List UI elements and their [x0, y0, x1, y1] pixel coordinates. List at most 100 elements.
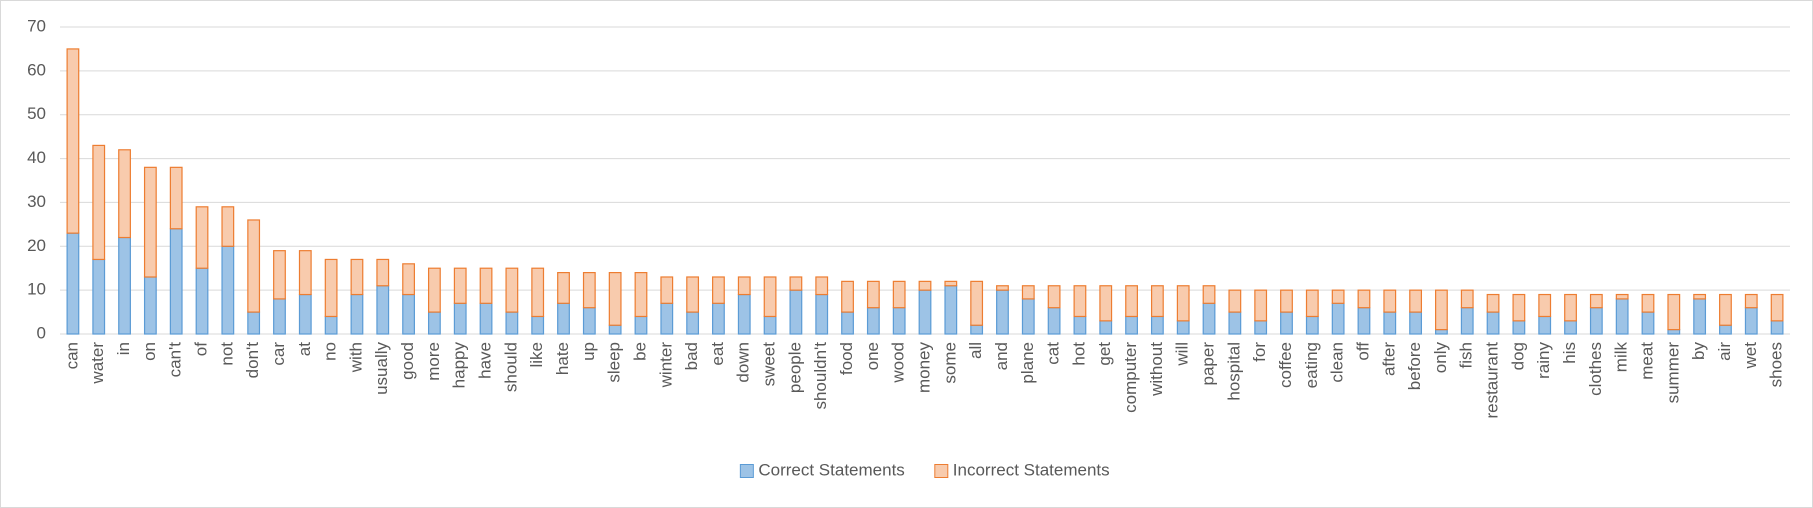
bar-segment: [1641, 311, 1655, 335]
bar-segment: [634, 272, 648, 318]
bar-segment: [582, 307, 596, 335]
bar-segment: [1357, 289, 1371, 309]
x-tick-label: with: [346, 342, 365, 373]
x-tick-label: hot: [1069, 342, 1088, 366]
x-tick-label: all: [966, 342, 985, 359]
bar-segment: [66, 48, 80, 234]
x-tick-label: more: [424, 342, 443, 381]
y-tick-label: 40: [27, 148, 46, 167]
x-tick-label: milk: [1612, 342, 1631, 373]
legend-label: Incorrect Statements: [953, 460, 1110, 479]
bar-segment: [1564, 320, 1577, 335]
bar-segment: [531, 267, 545, 318]
bar-segment: [66, 232, 80, 335]
x-tick-label: some: [940, 342, 959, 384]
bar-segment: [1228, 289, 1242, 313]
x-tick-label: clean: [1328, 342, 1347, 383]
bar-segment: [118, 236, 131, 335]
bar-segment: [376, 285, 390, 335]
bar-segment: [841, 311, 854, 335]
x-tick-label: of: [191, 342, 210, 356]
x-tick-label: hospital: [1224, 342, 1243, 401]
x-tick-label: summer: [1663, 342, 1682, 404]
bar-segment: [1435, 289, 1448, 331]
bar-segment: [918, 289, 932, 335]
bar-segment: [944, 285, 958, 335]
x-tick-label: shoes: [1767, 342, 1786, 387]
x-tick-label: car: [269, 342, 288, 366]
bar-segment: [1047, 285, 1061, 309]
x-tick-label: after: [1379, 342, 1398, 376]
bar-segment: [996, 285, 1009, 291]
bar-segment: [1615, 298, 1629, 335]
bar-segment: [427, 267, 441, 313]
x-tick-label: water: [88, 342, 107, 385]
bar-segment: [866, 280, 880, 309]
bar-segment: [453, 302, 467, 335]
y-tick-label: 10: [27, 280, 46, 299]
bar-segment: [169, 228, 183, 335]
x-tick-label: should: [501, 342, 520, 392]
bar-segment: [1357, 307, 1371, 335]
bar-segment: [866, 307, 880, 335]
x-tick-label: fish: [1457, 342, 1476, 368]
bar-segment: [1228, 311, 1242, 335]
legend-label: Correct Statements: [758, 460, 904, 479]
bar-segment: [608, 324, 622, 335]
bar-segment: [1744, 293, 1758, 309]
x-tick-label: and: [992, 342, 1011, 370]
bar-segment: [273, 298, 286, 335]
bar-segment: [660, 276, 674, 304]
bar-segment: [195, 206, 209, 269]
bar-segment: [892, 280, 906, 309]
bar-segment: [892, 307, 906, 335]
bar-segment: [1719, 324, 1732, 335]
bar-segment: [1047, 307, 1061, 335]
bar-segment: [918, 280, 932, 291]
x-tick-label: money: [914, 342, 933, 394]
bar-segment: [402, 293, 415, 335]
bar-segment: [582, 272, 596, 309]
bar-segment: [1744, 307, 1758, 335]
bar-segment: [1150, 285, 1164, 318]
bar-segment: [1073, 315, 1087, 335]
y-tick-label: 20: [27, 236, 46, 255]
bar-segment: [1538, 315, 1552, 335]
bar-segment: [1125, 285, 1138, 318]
bar-segment: [118, 149, 131, 239]
x-tick-label: get: [1095, 342, 1114, 366]
bar-segment: [453, 267, 467, 304]
bar-segment: [195, 267, 209, 335]
bar-segment: [970, 324, 984, 335]
x-tick-label: dog: [1508, 342, 1527, 370]
bar-segment: [1512, 320, 1526, 335]
bar-segment: [1538, 293, 1552, 318]
x-tick-label: wet: [1741, 342, 1760, 370]
bar-segment: [1202, 285, 1216, 304]
bar-segment: [1021, 285, 1035, 300]
x-tick-label: can: [62, 342, 81, 369]
x-tick-label: computer: [1121, 342, 1140, 413]
bar-segment: [660, 302, 674, 335]
x-tick-label: before: [1405, 342, 1424, 390]
bar-segment: [427, 311, 441, 335]
bar-segment: [763, 315, 777, 335]
y-tick-label: 0: [37, 323, 46, 342]
bar-segment: [789, 289, 803, 335]
bar-segment: [402, 263, 415, 296]
bar-segment: [169, 166, 183, 230]
x-tick-label: good: [398, 342, 417, 380]
bar-segment: [143, 276, 157, 335]
bar-segment: [1460, 307, 1474, 335]
x-tick-label: don't: [243, 342, 262, 379]
x-tick-label: no: [321, 342, 340, 361]
x-tick-label: winter: [656, 342, 675, 389]
x-tick-label: have: [476, 342, 495, 379]
bar-segment: [1667, 293, 1681, 331]
y-tick-label: 30: [27, 192, 46, 211]
bar-segment: [324, 258, 338, 318]
x-tick-label: like: [527, 342, 546, 368]
x-tick-label: cat: [1044, 342, 1063, 365]
bar-segment: [1125, 315, 1138, 335]
bar-segment: [1512, 293, 1526, 322]
